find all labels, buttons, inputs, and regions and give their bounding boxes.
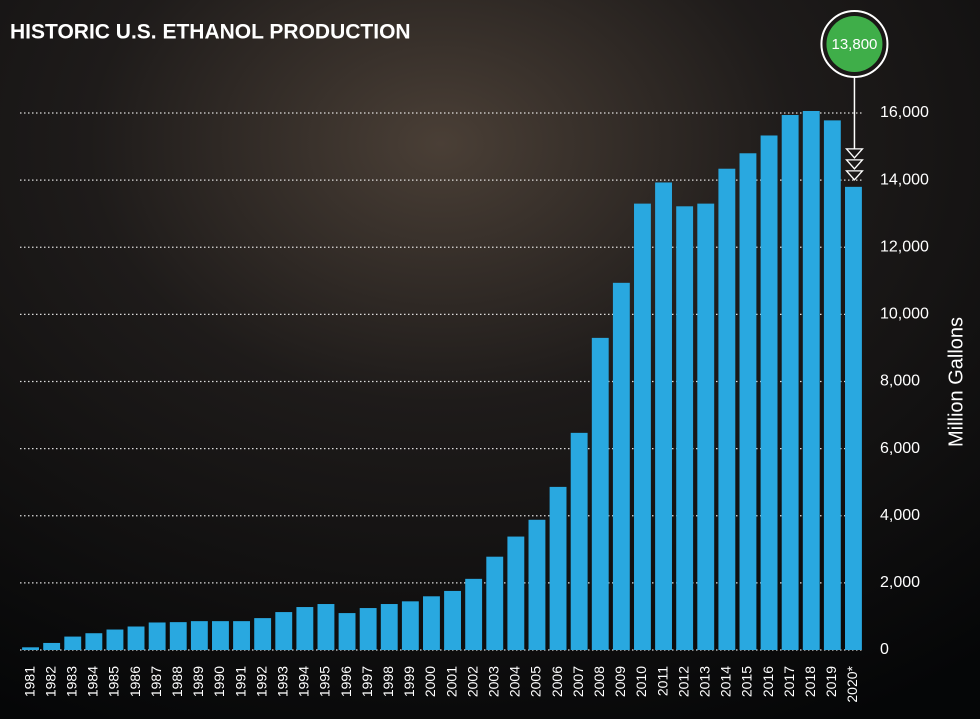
bar [782, 115, 799, 650]
bar [107, 630, 124, 650]
bar [43, 643, 60, 650]
x-tick-label: 2013 [696, 666, 712, 697]
bar [740, 153, 757, 650]
x-tick-label: 1990 [211, 666, 227, 697]
bar [360, 608, 377, 650]
x-tick-label: 2014 [718, 666, 734, 697]
bar [571, 433, 588, 650]
x-tick-label: 2017 [781, 666, 797, 697]
bar [529, 520, 546, 650]
bar [824, 120, 841, 650]
y-tick-label: 14,000 [880, 171, 929, 188]
chart: HISTORIC U.S. ETHANOL PRODUCTION Million… [0, 0, 980, 719]
x-tick-label: 1984 [85, 666, 101, 697]
x-tick-label: 2009 [612, 666, 628, 697]
x-tick-label: 2007 [570, 666, 586, 697]
x-tick-label: 1996 [338, 666, 354, 697]
bar [718, 169, 735, 650]
bar [845, 187, 862, 650]
bar [444, 591, 461, 650]
x-tick-label: 2011 [654, 666, 670, 696]
bar [550, 487, 567, 650]
y-tick-label: 0 [880, 641, 889, 658]
x-tick-label: 2000 [422, 666, 438, 697]
x-tick-label: 1994 [296, 666, 312, 697]
page: {"chart_data": {"type": "bar", "title": … [0, 0, 980, 719]
x-tick-label: 2008 [591, 666, 607, 697]
x-tick-label: 1992 [253, 666, 269, 697]
x-tick-label: 2003 [485, 666, 501, 697]
chart-title: HISTORIC U.S. ETHANOL PRODUCTION [10, 21, 411, 44]
y-tick-label: 10,000 [880, 306, 929, 323]
x-tick-label: 1995 [317, 666, 333, 697]
x-tick-label: 1989 [190, 666, 206, 697]
x-tick-label: 2004 [507, 666, 523, 697]
y-tick-label: 8,000 [880, 373, 920, 390]
x-tick-label: 1987 [148, 666, 164, 697]
bar [803, 111, 820, 650]
x-tick-label: 1988 [169, 666, 185, 697]
bar [613, 283, 630, 650]
y-tick-label: 4,000 [880, 507, 920, 524]
bar [697, 204, 714, 650]
x-tick-label: 2001 [443, 666, 459, 697]
x-tick-label: 2019 [823, 666, 839, 697]
bar [339, 613, 356, 650]
bar [592, 338, 609, 650]
y-axis-title: Million Gallons [945, 317, 967, 447]
bar [22, 647, 39, 650]
bar [85, 633, 102, 650]
x-tick-label: 2016 [760, 666, 776, 697]
x-tick-label: 2018 [802, 666, 818, 697]
x-tick-label: 2015 [739, 666, 755, 697]
x-tick-label: 2010 [633, 666, 649, 697]
x-tick-label: 2005 [528, 666, 544, 697]
x-tick-label: 1986 [127, 666, 143, 697]
bar [423, 596, 440, 650]
x-tick-label: 1993 [274, 666, 290, 697]
bar [507, 537, 524, 650]
bar [676, 206, 693, 650]
bar [191, 621, 208, 650]
value-label: 13,800 [832, 36, 878, 53]
x-tick-label: 2020* [844, 665, 860, 702]
x-tick-label: 1981 [21, 666, 37, 697]
y-tick-label: 12,000 [880, 238, 929, 255]
x-tick-label: 1983 [63, 666, 79, 697]
x-tick-label: 1998 [380, 666, 396, 697]
x-tick-label: 1985 [106, 666, 122, 697]
bar [465, 579, 482, 650]
bar [275, 612, 292, 650]
bar [233, 621, 250, 650]
y-tick-label: 2,000 [880, 574, 920, 591]
bar [761, 135, 778, 650]
bar [149, 622, 166, 650]
y-tick-label: 16,000 [880, 104, 929, 121]
y-tick-label: 6,000 [880, 440, 920, 457]
bar [381, 604, 398, 650]
x-tick-label: 1991 [232, 666, 248, 697]
bar [655, 182, 672, 650]
bar [64, 637, 81, 650]
x-tick-label: 1997 [359, 666, 375, 697]
bar [402, 601, 419, 650]
x-tick-label: 2006 [549, 666, 565, 697]
x-tick-label: 1999 [401, 666, 417, 697]
x-tick-label: 1982 [42, 666, 58, 697]
bar [296, 607, 313, 650]
bar [634, 204, 651, 650]
bar [486, 557, 503, 650]
bar [254, 618, 271, 650]
bar [212, 621, 229, 650]
bar [170, 622, 187, 650]
bar [128, 627, 145, 650]
bar [318, 604, 335, 650]
x-tick-label: 2012 [675, 666, 691, 697]
x-tick-label: 2002 [464, 666, 480, 697]
